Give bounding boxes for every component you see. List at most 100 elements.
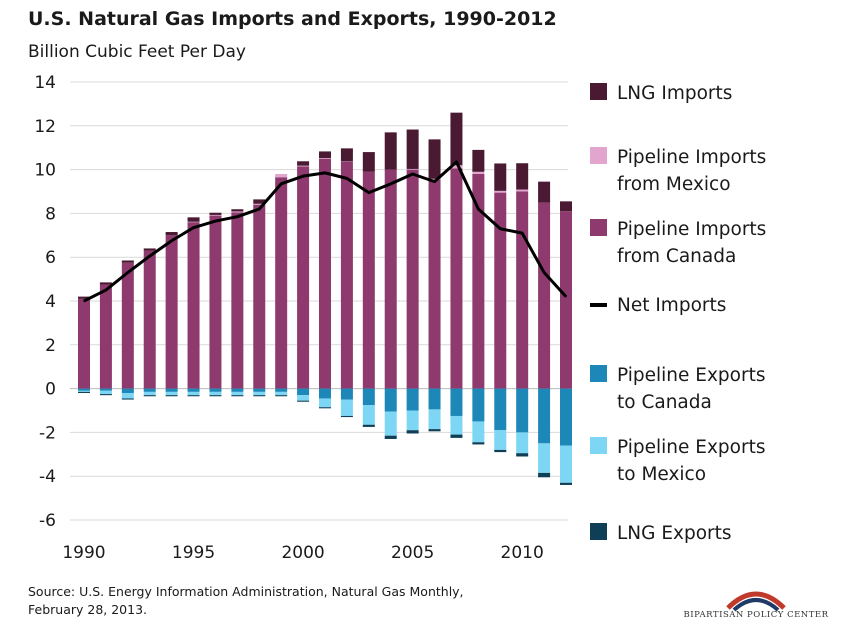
bar-lng-imports-2012 — [560, 201, 572, 212]
bar-pipeline-exports-to-canada-1995 — [187, 388, 200, 392]
bar-pipeline-exports-to-mexico-2001 — [319, 398, 331, 408]
bar-lng-imports-2010 — [516, 163, 529, 190]
bar-pipeline-exports-to-canada-2001 — [319, 388, 331, 399]
bar-pipeline-exports-to-canada-2002 — [340, 388, 353, 400]
bar-lng-exports-1998 — [253, 395, 266, 397]
y-tick-label: 6 — [45, 248, 56, 268]
bar-pipeline-imports-from-canada-2006 — [428, 179, 441, 389]
bar-pipeline-exports-to-canada-2010 — [516, 388, 529, 433]
bar-pipeline-exports-to-mexico-2007 — [450, 415, 463, 435]
bar-pipeline-exports-to-canada-2008 — [472, 388, 485, 422]
y-tick-label: 8 — [45, 204, 56, 224]
bar-pipeline-imports-from-canada-2009 — [494, 192, 507, 389]
x-tick-label: 2010 — [501, 543, 544, 563]
bar-lng-imports-2000 — [297, 161, 310, 166]
bar-pipeline-exports-to-mexico-2010 — [516, 432, 529, 454]
legend-swatch — [590, 147, 607, 164]
bar-pipeline-exports-to-mexico-2004 — [384, 411, 397, 436]
legend-swatch — [590, 83, 607, 100]
net-imports-point-1992 — [127, 271, 129, 274]
legend-swatch — [590, 365, 607, 382]
bar-pipeline-exports-to-mexico-1992 — [121, 392, 134, 399]
bar-lng-exports-1999 — [275, 395, 288, 397]
bar-pipeline-exports-to-mexico-2008 — [472, 421, 485, 443]
y-tick-label: 4 — [45, 292, 56, 312]
bar-pipeline-imports-from-canada-2010 — [516, 191, 529, 389]
bar-pipeline-imports-from-mexico-1999 — [275, 173, 288, 178]
bar-pipeline-imports-from-canada-2012 — [560, 211, 572, 389]
bar-pipeline-imports-from-mexico-1996 — [209, 214, 222, 216]
x-tick-label: 1990 — [62, 543, 105, 563]
bar-pipeline-exports-to-canada-2000 — [297, 388, 310, 396]
net-imports-point-2005 — [411, 173, 414, 175]
y-tick-label: 12 — [34, 117, 56, 137]
bar-pipeline-imports-from-canada-1998 — [253, 204, 266, 389]
bar-lng-exports-2004 — [384, 435, 397, 439]
bar-lng-imports-2001 — [319, 151, 331, 158]
bar-pipeline-exports-to-mexico-1990 — [78, 390, 90, 392]
bar-pipeline-exports-to-canada-1998 — [253, 388, 266, 392]
bar-lng-exports-2003 — [362, 424, 375, 427]
net-imports-point-2000 — [302, 175, 304, 177]
bar-pipeline-exports-to-mexico-2011 — [538, 443, 551, 473]
net-imports-point-2002 — [346, 177, 348, 180]
bar-lng-imports-2005 — [406, 129, 419, 169]
bar-pipeline-imports-from-mexico-2005 — [406, 168, 419, 170]
bar-pipeline-exports-to-mexico-1991 — [99, 390, 112, 395]
bar-lng-exports-2012 — [560, 482, 572, 485]
bar-lng-exports-1997 — [231, 395, 244, 397]
bar-pipeline-imports-from-mexico-1997 — [231, 211, 244, 213]
bar-lng-exports-1993 — [143, 395, 156, 397]
bar-lng-imports-2002 — [340, 148, 353, 162]
bar-pipeline-imports-from-canada-2005 — [406, 169, 419, 389]
bar-lng-exports-2008 — [472, 442, 485, 445]
bar-pipeline-exports-to-canada-2011 — [538, 388, 551, 444]
bar-pipeline-imports-from-mexico-2008 — [472, 171, 485, 174]
bar-pipeline-exports-to-mexico-2009 — [494, 430, 507, 450]
bar-lng-imports-1994 — [165, 232, 178, 236]
bar-lng-exports-2010 — [516, 453, 529, 457]
bar-pipeline-exports-to-canada-2007 — [450, 388, 463, 416]
bar-pipeline-imports-from-mexico-2006 — [428, 178, 441, 180]
bar-pipeline-imports-from-mexico-2000 — [297, 165, 310, 167]
bar-pipeline-exports-to-canada-2005 — [406, 388, 419, 411]
bar-pipeline-imports-from-canada-1992 — [121, 262, 134, 389]
bar-lng-exports-2011 — [538, 472, 551, 478]
bar-pipeline-exports-to-mexico-1993 — [143, 391, 156, 396]
y-tick-label: 14 — [34, 73, 56, 93]
legend-label: LNG Exports — [617, 523, 732, 544]
chart-title: U.S. Natural Gas Imports and Exports, 19… — [28, 8, 557, 30]
bar-lng-exports-1992 — [121, 398, 134, 400]
net-imports-point-1998 — [258, 208, 261, 210]
bar-lng-imports-2008 — [472, 149, 485, 172]
net-imports-point-1994 — [170, 239, 173, 242]
bar-pipeline-imports-from-canada-1995 — [187, 222, 200, 389]
bar-pipeline-exports-to-mexico-1994 — [165, 391, 178, 396]
net-imports-point-2011 — [543, 271, 545, 274]
bar-lng-imports-2004 — [384, 132, 397, 170]
bar-pipeline-exports-to-canada-1990 — [78, 388, 90, 391]
bar-pipeline-imports-from-canada-1991 — [99, 284, 112, 389]
bar-lng-exports-2002 — [340, 415, 353, 418]
net-imports-point-2004 — [389, 183, 392, 185]
bar-lng-exports-2007 — [450, 434, 463, 438]
logo-arc-icon — [726, 591, 786, 612]
bar-pipeline-imports-from-canada-1994 — [165, 235, 178, 389]
bar-pipeline-imports-from-mexico-2007 — [450, 165, 463, 169]
bar-lng-exports-1990 — [78, 391, 90, 393]
bar-lng-imports-2003 — [362, 152, 375, 172]
bar-lng-exports-2000 — [297, 400, 310, 402]
bar-pipeline-exports-to-mexico-2003 — [362, 405, 375, 425]
y-tick-label: 0 — [45, 380, 56, 400]
legend-item: Pipeline Imports from Mexico — [590, 144, 766, 198]
y-tick-label: -2 — [39, 423, 56, 443]
legend-swatch — [590, 523, 607, 540]
bar-lng-imports-1993 — [143, 248, 156, 251]
bar-lng-imports-2009 — [494, 163, 507, 191]
bar-lng-imports-2007 — [450, 112, 463, 166]
legend-item: Pipeline Exports to Canada — [590, 362, 765, 416]
bar-lng-exports-1995 — [187, 395, 200, 397]
net-imports-point-2001 — [324, 172, 326, 174]
bar-pipeline-imports-from-canada-1997 — [231, 212, 244, 389]
bar-lng-imports-1992 — [121, 260, 134, 263]
